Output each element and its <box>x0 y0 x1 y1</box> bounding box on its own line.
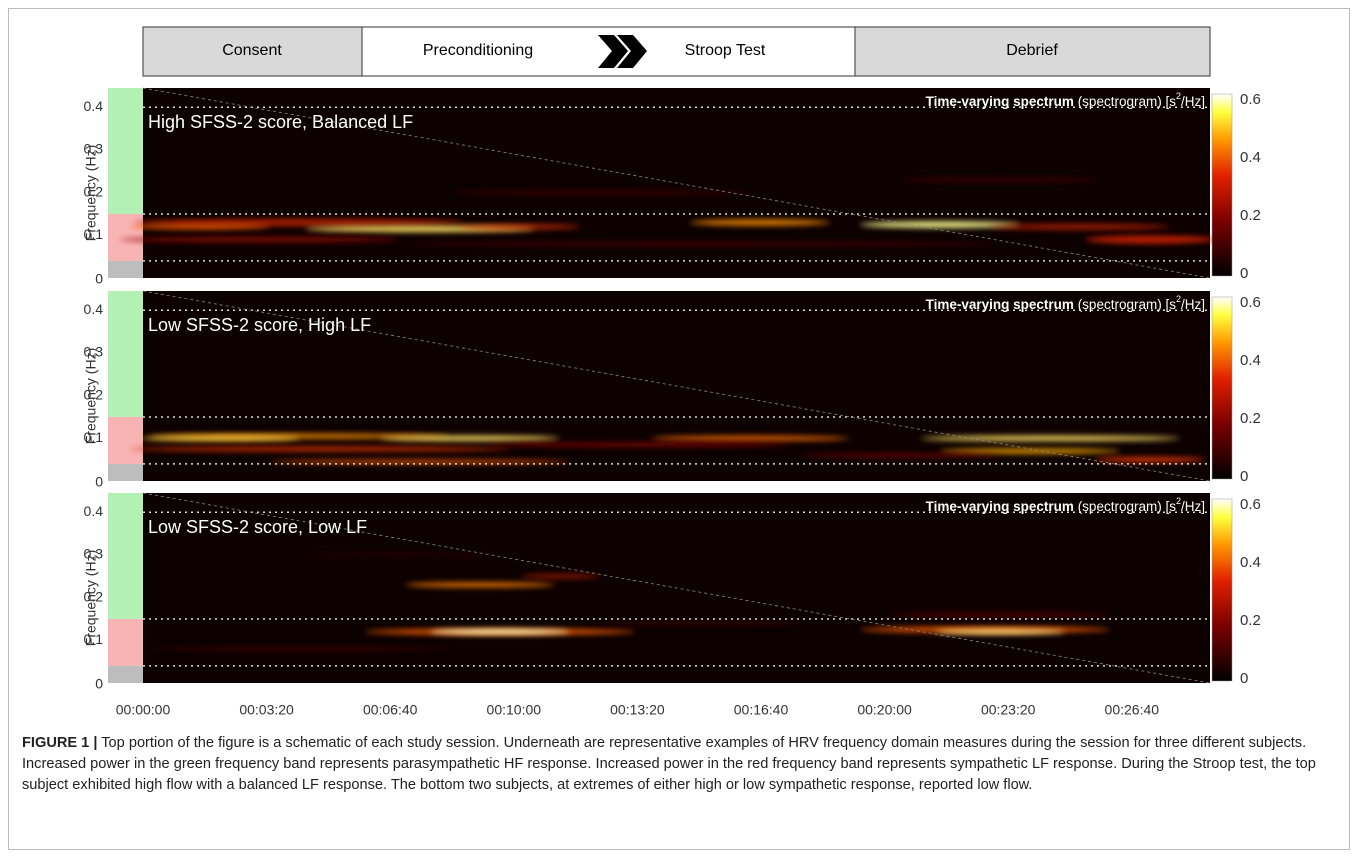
spectrum-title: Time-varying spectrum (spectrogram) [s2/… <box>926 91 1205 108</box>
x-tick-label: 00:16:40 <box>734 702 789 718</box>
frequency-band <box>108 417 143 464</box>
power-blob <box>120 237 400 243</box>
x-tick-label: 00:20:00 <box>857 702 912 718</box>
spectrum-title-bold: Time-varying spectrum <box>926 94 1074 109</box>
x-tick-label: 00:03:20 <box>239 702 294 718</box>
power-blob <box>600 621 800 625</box>
y-tick-label: 0 <box>95 676 103 692</box>
frequency-band <box>108 88 143 214</box>
power-blob <box>460 224 580 229</box>
power-blob <box>940 449 1120 454</box>
frequency-band <box>108 291 143 417</box>
colorbar-tick-label: 0.6 <box>1240 294 1261 311</box>
x-tick-label: 00:13:20 <box>610 702 665 718</box>
colorbar-tick-label: 0 <box>1240 265 1248 282</box>
spectrum-title-rest: (spectrogram) [s <box>1074 499 1176 514</box>
power-blob <box>400 242 1000 246</box>
colorbar-tick-label: 0.4 <box>1240 554 1261 571</box>
y-tick-label: 0.4 <box>84 98 104 114</box>
colorbar-tick-label: 0.2 <box>1240 207 1261 224</box>
power-blob <box>900 178 1100 182</box>
panel-label: High SFSS-2 score, Balanced LF <box>148 112 413 132</box>
x-tick-label: 00:06:40 <box>363 702 418 718</box>
colorbar-tick-label: 0.4 <box>1240 352 1261 369</box>
x-tick-label: 00:10:00 <box>487 702 542 718</box>
spectrum-title-end: /Hz] <box>1181 297 1205 312</box>
y-tick-label: 0 <box>95 271 103 287</box>
phase-label: Stroop Test <box>685 42 766 59</box>
phase-label: Debrief <box>1006 42 1058 59</box>
colorbar-tick-label: 0.2 <box>1240 410 1261 427</box>
power-blob <box>380 436 560 441</box>
y-axis-title: Frequency (Hz) <box>83 145 99 241</box>
frequency-band <box>108 464 143 481</box>
power-blob <box>990 224 1170 230</box>
spectrum-title-end: /Hz] <box>1181 94 1205 109</box>
frequency-band <box>108 619 143 666</box>
spectrum-title: Time-varying spectrum (spectrogram) [s2/… <box>926 496 1205 513</box>
colorbar <box>1212 297 1232 479</box>
power-blob <box>1095 457 1205 462</box>
y-tick-label: 0 <box>95 474 103 490</box>
colorbar-tick-label: 0 <box>1240 468 1248 485</box>
frequency-band <box>108 261 143 278</box>
power-blob <box>690 219 830 225</box>
spectrum-title-rest: (spectrogram) [s <box>1074 297 1176 312</box>
spectrum-title: Time-varying spectrum (spectrogram) [s2/… <box>926 294 1205 311</box>
panel-label: Low SFSS-2 score, Low LF <box>148 517 367 537</box>
spectrum-title-rest: (spectrogram) [s <box>1074 94 1176 109</box>
spectrogram-panel: High SFSS-2 score, Balanced LF Time-varyi… <box>83 88 1261 287</box>
spectrogram-panel: Low SFSS-2 score, High LF Time-varying sp… <box>83 291 1261 490</box>
phase-label: Preconditioning <box>423 42 533 59</box>
power-blob <box>300 553 500 556</box>
colorbar-tick-label: 0.4 <box>1240 149 1261 166</box>
frequency-band <box>108 666 143 683</box>
power-blob <box>405 582 555 587</box>
y-axis-title: Frequency (Hz) <box>83 348 99 444</box>
colorbar <box>1212 94 1232 276</box>
spectrum-title-bold: Time-varying spectrum <box>926 297 1074 312</box>
power-blob <box>430 629 570 634</box>
x-tick-label: 00:26:40 <box>1105 702 1160 718</box>
spectrogram-panel: Low SFSS-2 score, Low LF Time-varying spe… <box>83 493 1261 692</box>
colorbar <box>1212 499 1232 681</box>
caption-text: Top portion of the figure is a schematic… <box>22 735 1316 793</box>
power-blob <box>520 574 600 578</box>
frequency-band <box>108 493 143 619</box>
power-blob <box>130 224 270 229</box>
power-blob <box>650 436 850 441</box>
power-blob <box>450 191 750 195</box>
power-blob <box>890 613 1110 617</box>
spectrum-title-end: /Hz] <box>1181 499 1205 514</box>
colorbar-tick-label: 0.6 <box>1240 496 1261 513</box>
power-blob <box>490 443 790 447</box>
panel-label: Low SFSS-2 score, High LF <box>148 315 371 335</box>
power-blob <box>800 453 1000 457</box>
colorbar-tick-label: 0.6 <box>1240 91 1261 108</box>
power-blob <box>150 647 450 651</box>
y-tick-label: 0.4 <box>84 301 104 317</box>
caption-label: FIGURE 1 | <box>22 735 97 751</box>
power-blob <box>130 446 510 451</box>
frequency-band <box>108 214 143 261</box>
power-blob <box>140 436 300 441</box>
colorbar-tick-label: 0 <box>1240 670 1248 687</box>
page: {"phases": ["Consent", "Preconditioning"… <box>0 0 1358 858</box>
y-tick-label: 0.4 <box>84 503 104 519</box>
spectrum-title-bold: Time-varying spectrum <box>926 499 1074 514</box>
power-blob <box>1085 236 1215 244</box>
y-axis-title: Frequency (Hz) <box>83 550 99 646</box>
caption: FIGURE 1 | Top portion of the figure is … <box>22 733 1338 796</box>
x-tick-label: 00:00:00 <box>116 702 171 718</box>
phase-label: Consent <box>222 42 282 59</box>
colorbar-tick-label: 0.2 <box>1240 612 1261 629</box>
figure: Consent Preconditioning Stroop Test Debr… <box>0 0 1358 726</box>
power-blob <box>935 629 1065 634</box>
x-tick-label: 00:23:20 <box>981 702 1036 718</box>
